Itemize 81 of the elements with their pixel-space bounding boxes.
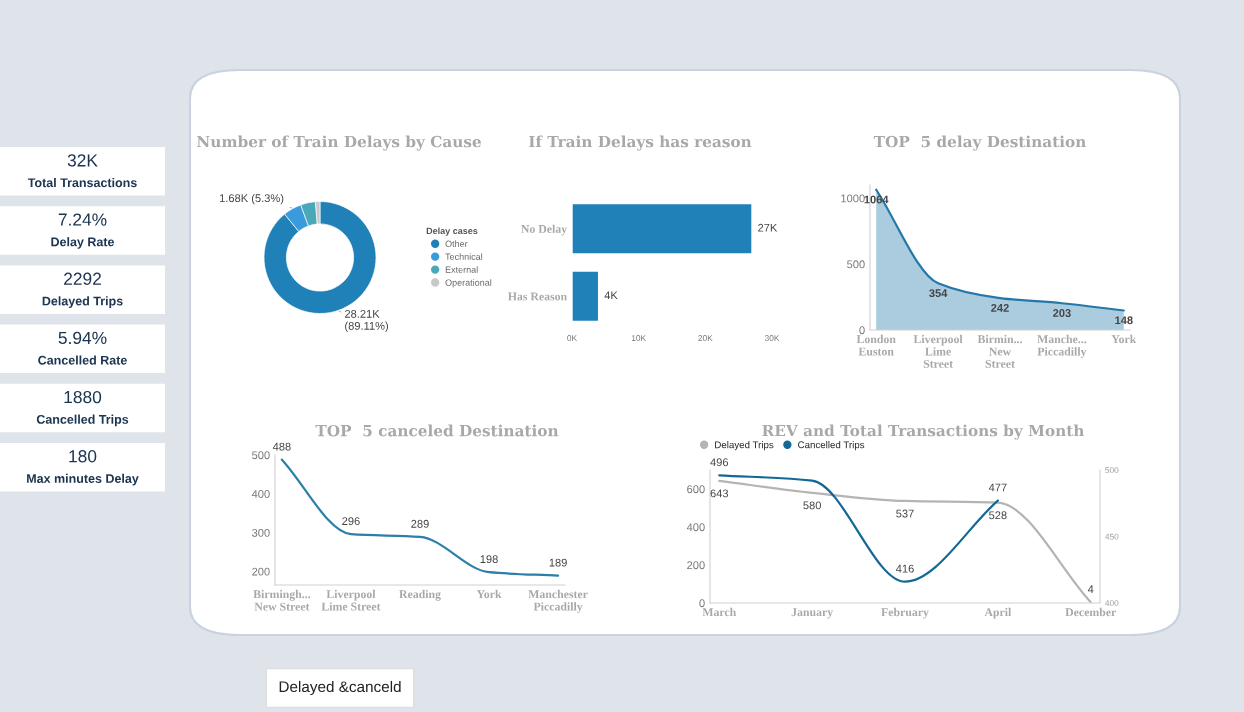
data-label: 537 (896, 509, 914, 518)
text: Max minutes Delay (27, 473, 139, 486)
y-tick-label: 300 (252, 528, 270, 537)
text: 7.24% (58, 213, 107, 226)
text: 180 (69, 450, 97, 463)
y2-tick-label: 450 (1105, 533, 1119, 540)
data-label: 296 (342, 517, 360, 526)
x-tick-label: Manchester Piccadilly (528, 589, 588, 613)
y-tick-label: 400 (686, 523, 705, 532)
x-tick-label: April (984, 607, 1012, 619)
data-label: 28.21K (89.11%) (344, 309, 388, 332)
x-tick-label: 0K (567, 335, 577, 341)
chart-title: REV and Total Transactions by Month (762, 424, 1085, 440)
text: Total Transactions (27, 177, 137, 188)
text: Delay Rate (51, 237, 115, 249)
y-tick-label: 200 (687, 561, 705, 570)
x-tick-label: York (1111, 334, 1137, 344)
text: Delayed Trips (42, 296, 123, 308)
data-label: 203 (1053, 309, 1071, 317)
x-tick-label: Reading (399, 589, 441, 601)
chart-title: Number of Train Delays by Cause (196, 135, 481, 151)
chart-title: TOP 5 delay Destination (873, 135, 1086, 151)
y-tick-label: 500 (847, 260, 865, 269)
x-tick-label: March (702, 607, 737, 617)
x-tick-label: Birmingh... New Street (253, 589, 311, 611)
y2-tick-label: 500 (1105, 467, 1119, 474)
data-label: 354 (929, 289, 948, 298)
x-tick-label: Liverpool Lime Street (321, 589, 381, 611)
data-label: 488 (272, 442, 291, 451)
y-tick-label: No Delay (521, 224, 568, 236)
data-label: 580 (803, 501, 821, 510)
y-tick-label: 0 (859, 326, 865, 335)
y-tick-label: 400 (251, 490, 270, 498)
x-tick-label: York (476, 589, 502, 599)
x-tick-label: Birmin... New Street (977, 334, 1022, 368)
text: Delayed &canceld (279, 680, 401, 696)
x-tick-label: January (791, 608, 834, 619)
data-label: 4 (1087, 585, 1094, 593)
y-tick-label: Has Reason (507, 292, 567, 301)
data-label: 528 (989, 511, 1007, 520)
x-tick-label: December (1065, 607, 1117, 617)
y-tick-label: 0 (699, 599, 705, 608)
data-label: 416 (895, 564, 914, 573)
legend-label: Other (445, 240, 468, 247)
data-label: 477 (988, 483, 1007, 492)
text: 32K (67, 154, 98, 167)
y-tick-label: 600 (687, 485, 705, 494)
data-label: 27K (758, 223, 778, 232)
y-tick-label: 200 (252, 567, 270, 576)
data-label: 148 (1115, 316, 1133, 325)
data-label: 643 (710, 489, 729, 498)
legend-label: Delayed Trips (715, 441, 774, 451)
data-label: 289 (411, 519, 429, 528)
text: Cancelled Trips (36, 414, 129, 427)
x-tick-label: February (881, 607, 929, 619)
data-label: 198 (480, 555, 498, 564)
x-tick-label: London Euston (856, 334, 896, 356)
legend-title: Delay cases (426, 227, 478, 236)
y-tick-label: 500 (252, 451, 270, 460)
data-label: 4K (604, 291, 618, 300)
x-tick-label: Liverpool Lime Street (913, 334, 963, 368)
data-label: 242 (991, 303, 1009, 312)
x-tick-label: 10K (631, 335, 646, 341)
data-label: 189 (549, 558, 567, 567)
chart-title: If Train Delays has reason (528, 135, 752, 151)
legend-label: Operational (445, 279, 492, 288)
data-label: 496 (710, 458, 729, 467)
text: 5.94% (58, 331, 107, 345)
legend-label: Technical (445, 253, 483, 260)
chart-title: TOP 5 canceled Destination (315, 424, 559, 437)
x-tick-label: 20K (698, 335, 713, 341)
legend-label: External (445, 266, 478, 273)
text: 1880 (64, 390, 102, 404)
data-label: 1.68K (5.3%) (219, 193, 284, 205)
text: 2292 (64, 272, 101, 285)
x-tick-label: Manche... Piccadilly (1037, 334, 1087, 358)
legend-label: Cancelled Trips (798, 441, 865, 451)
x-tick-label: 30K (764, 335, 780, 341)
text: Cancelled Rate (38, 355, 127, 365)
y-tick-label: 1000 (841, 194, 865, 203)
y2-tick-label: 400 (1105, 600, 1119, 607)
